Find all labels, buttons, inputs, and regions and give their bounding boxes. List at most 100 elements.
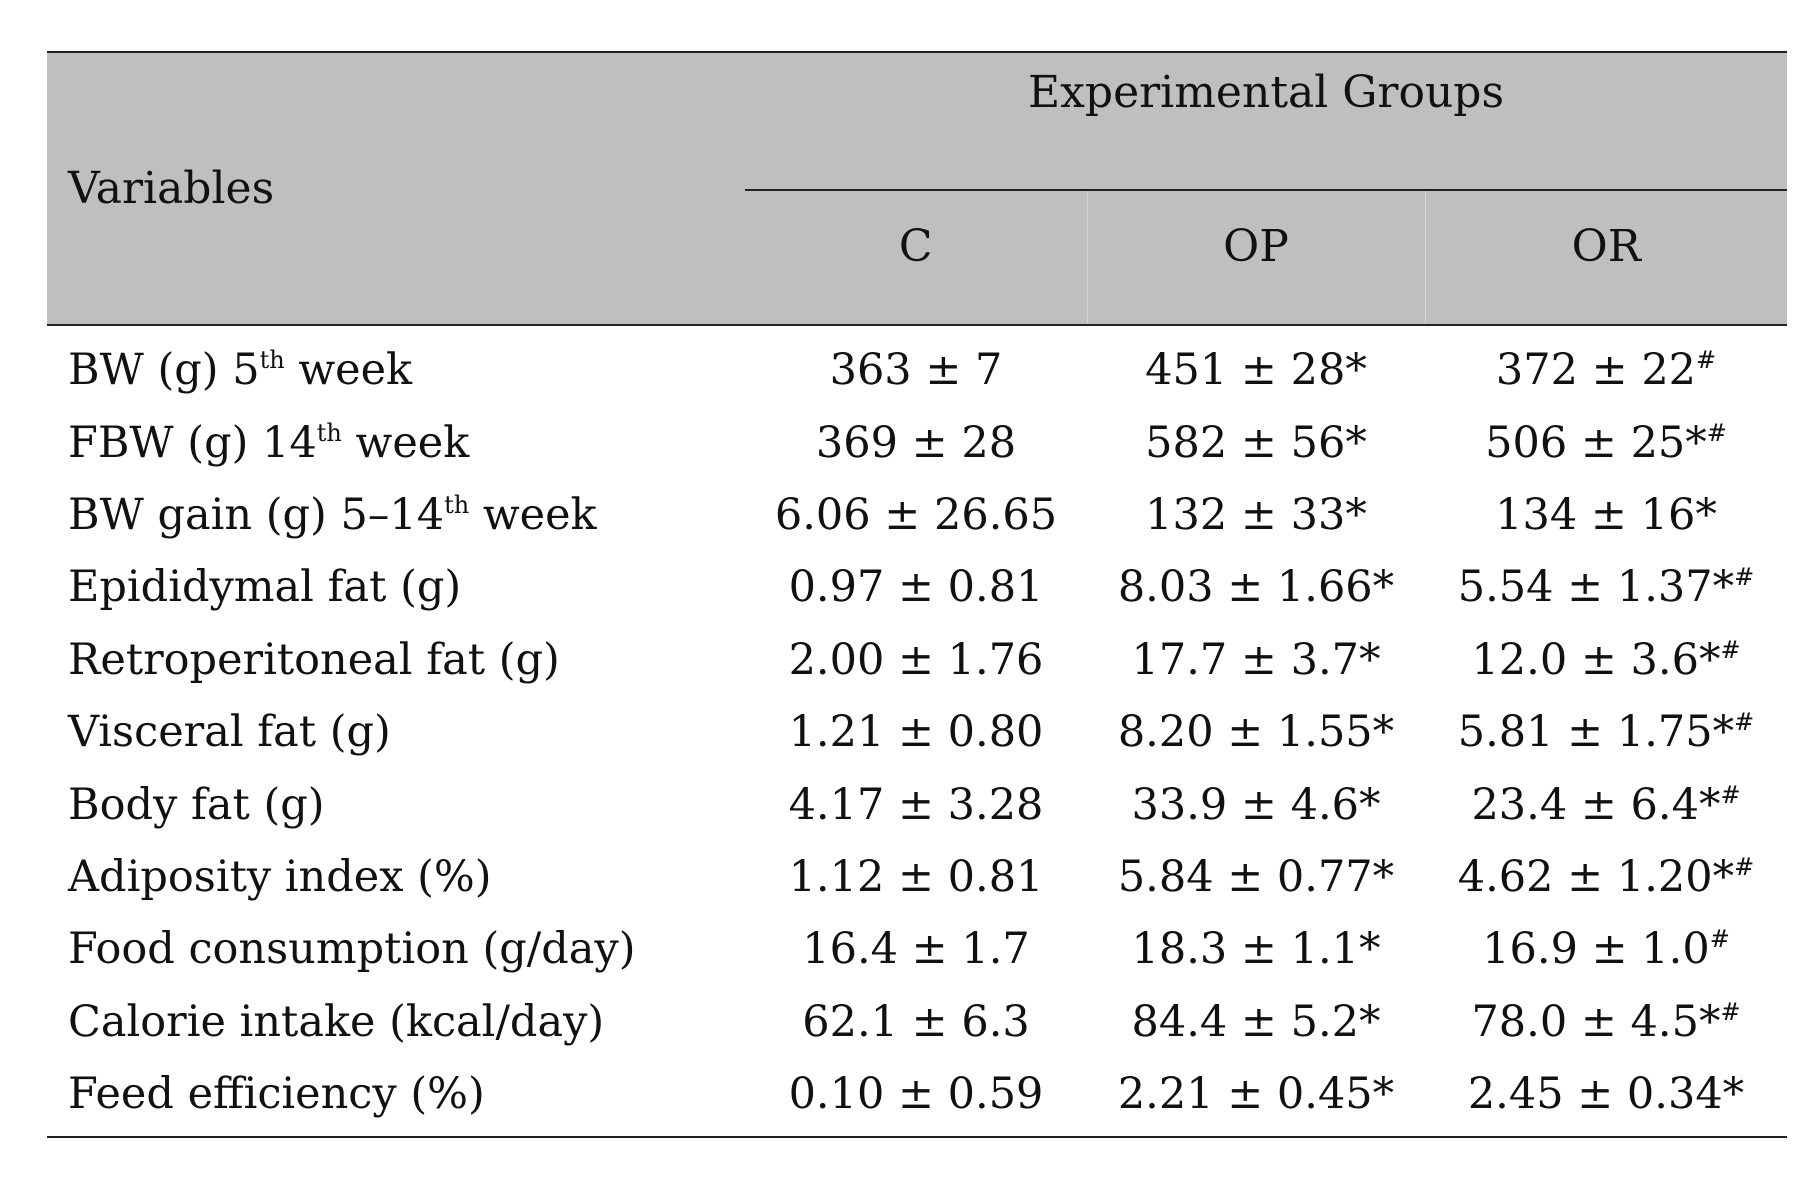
row-variable-label: Calorie intake (kcal/day) bbox=[47, 986, 745, 1058]
cell-value: 451 ± 28* bbox=[1145, 345, 1367, 396]
header-variables: Variables bbox=[47, 52, 745, 326]
cell-value: 84.4 ± 5.2* bbox=[1131, 996, 1381, 1047]
cell-group-op: 17.7 ± 3.7* bbox=[1087, 624, 1425, 696]
header-experimental-groups: Experimental Groups bbox=[745, 52, 1788, 191]
cell-group-or: 506 ± 25*# bbox=[1425, 406, 1787, 478]
experimental-groups-table: Variables Experimental Groups C OP OR BW… bbox=[47, 51, 1788, 1139]
cell-value: 582 ± 56* bbox=[1145, 417, 1367, 468]
cell-value: 506 ± 25* bbox=[1485, 417, 1707, 468]
cell-value: 2.00 ± 1.76 bbox=[788, 634, 1044, 685]
cell-value: 2.45 ± 0.34* bbox=[1467, 1069, 1745, 1120]
cell-group-c: 62.1 ± 6.3 bbox=[745, 986, 1087, 1058]
cell-group-or: 372 ± 22# bbox=[1425, 325, 1787, 406]
cell-significance-mark: # bbox=[1706, 418, 1727, 447]
table-row: Retroperitoneal fat (g) 2.00 ± 1.76 17.7 ±… bbox=[47, 624, 1787, 696]
cell-group-or: 78.0 ± 4.5*# bbox=[1425, 986, 1787, 1058]
row-label-text: BW (g) 5 bbox=[68, 345, 260, 396]
cell-value: 12.0 ± 3.6* bbox=[1471, 634, 1721, 685]
cell-value: 4.62 ± 1.20* bbox=[1457, 851, 1735, 902]
cell-group-op: 18.3 ± 1.1* bbox=[1087, 913, 1425, 985]
cell-value: 134 ± 16* bbox=[1495, 489, 1717, 540]
cell-group-c: 16.4 ± 1.7 bbox=[745, 913, 1087, 985]
cell-group-or: 5.54 ± 1.37*# bbox=[1425, 551, 1787, 623]
row-label-text: Body fat (g) bbox=[68, 779, 325, 830]
cell-value: 23.4 ± 6.4* bbox=[1471, 779, 1721, 830]
cell-value: 78.0 ± 4.5* bbox=[1471, 996, 1721, 1047]
cell-group-op: 451 ± 28* bbox=[1087, 325, 1425, 406]
cell-significance-mark: # bbox=[1734, 852, 1755, 881]
cell-value: 1.12 ± 0.81 bbox=[788, 851, 1044, 902]
cell-value: 18.3 ± 1.1* bbox=[1131, 924, 1381, 975]
table-body: BW (g) 5th week 363 ± 7 451 ± 28* 372 ± 22#… bbox=[47, 325, 1788, 1139]
cell-value: 8.03 ± 1.66* bbox=[1117, 562, 1395, 613]
table-row: FBW (g) 14th week 369 ± 28 582 ± 56* 506 ± … bbox=[47, 406, 1787, 478]
row-label-text: Calorie intake (kcal/day) bbox=[68, 996, 605, 1047]
row-variable-label: Food consumption (g/day) bbox=[47, 913, 745, 985]
cell-group-op: 5.84 ± 0.77* bbox=[1087, 841, 1425, 913]
cell-value: 4.17 ± 3.28 bbox=[788, 779, 1044, 830]
cell-significance-mark: # bbox=[1720, 635, 1741, 664]
data-table-container: Variables Experimental Groups C OP OR BW… bbox=[47, 51, 1788, 1139]
row-variable-label: Epididymal fat (g) bbox=[47, 551, 745, 623]
cell-value: 0.10 ± 0.59 bbox=[788, 1069, 1044, 1120]
table-row: Calorie intake (kcal/day) 62.1 ± 6.3 84.4 … bbox=[47, 986, 1787, 1058]
cell-value: 1.21 ± 0.80 bbox=[788, 707, 1044, 758]
row-variable-label: BW (g) 5th week bbox=[47, 325, 745, 406]
cell-value: 6.06 ± 26.65 bbox=[774, 489, 1058, 540]
cell-value: 16.4 ± 1.7 bbox=[802, 924, 1030, 975]
table-row: Epididymal fat (g) 0.97 ± 0.81 8.03 ± 1.66… bbox=[47, 551, 1787, 623]
header-group-c: C bbox=[745, 190, 1087, 326]
cell-group-or: 2.45 ± 0.34* bbox=[1425, 1057, 1788, 1139]
cell-group-c: 1.21 ± 0.80 bbox=[745, 696, 1087, 768]
cell-group-op: 84.4 ± 5.2* bbox=[1087, 986, 1425, 1058]
cell-value: 0.97 ± 0.81 bbox=[788, 562, 1044, 613]
header-group-or: OR bbox=[1424, 190, 1788, 326]
row-variable-label: Adiposity index (%) bbox=[47, 841, 745, 913]
row-label-text: Epididymal fat (g) bbox=[68, 562, 462, 613]
row-label-text: Food consumption (g/day) bbox=[68, 924, 636, 975]
row-label-suffix: week bbox=[469, 489, 597, 540]
cell-group-c: 363 ± 7 bbox=[745, 325, 1087, 406]
cell-value: 8.20 ± 1.55* bbox=[1117, 707, 1395, 758]
row-variable-label: Retroperitoneal fat (g) bbox=[47, 624, 745, 696]
row-label-text: BW gain (g) 5–14 bbox=[68, 489, 445, 540]
table-row: BW (g) 5th week 363 ± 7 451 ± 28* 372 ± 22# bbox=[47, 325, 1787, 406]
cell-significance-mark: # bbox=[1720, 780, 1741, 809]
cell-group-op: 2.21 ± 0.45* bbox=[1087, 1057, 1425, 1139]
cell-value: 132 ± 33* bbox=[1145, 489, 1367, 540]
table-row: Feed efficiency (%) 0.10 ± 0.59 2.21 ± 0.4… bbox=[47, 1057, 1788, 1139]
cell-group-c: 2.00 ± 1.76 bbox=[745, 624, 1087, 696]
cell-value: 16.9 ± 1.0 bbox=[1482, 924, 1710, 975]
row-variable-label: Body fat (g) bbox=[47, 768, 745, 840]
cell-group-c: 4.17 ± 3.28 bbox=[745, 768, 1087, 840]
row-label-suffix: week bbox=[284, 345, 413, 396]
row-label-superscript: th bbox=[444, 490, 470, 519]
cell-significance-mark: # bbox=[1734, 563, 1755, 592]
cell-group-op: 8.20 ± 1.55* bbox=[1087, 696, 1425, 768]
cell-value: 17.7 ± 3.7* bbox=[1131, 634, 1381, 685]
cell-group-c: 1.12 ± 0.81 bbox=[745, 841, 1087, 913]
cell-group-c: 0.10 ± 0.59 bbox=[745, 1057, 1087, 1139]
cell-significance-mark: # bbox=[1696, 346, 1717, 375]
cell-value: 369 ± 28 bbox=[815, 417, 1017, 468]
cell-group-op: 8.03 ± 1.66* bbox=[1087, 551, 1425, 623]
cell-value: 33.9 ± 4.6* bbox=[1131, 779, 1381, 830]
cell-significance-mark: # bbox=[1709, 925, 1730, 954]
table-row: Body fat (g) 4.17 ± 3.28 33.9 ± 4.6* 23.4 ±… bbox=[47, 768, 1787, 840]
cell-group-or: 4.62 ± 1.20*# bbox=[1425, 841, 1787, 913]
cell-group-c: 6.06 ± 26.65 bbox=[745, 479, 1087, 551]
row-variable-label: Visceral fat (g) bbox=[47, 696, 745, 768]
row-label-superscript: th bbox=[259, 346, 285, 375]
row-label-text: Retroperitoneal fat (g) bbox=[68, 634, 560, 685]
row-label-text: Visceral fat (g) bbox=[68, 707, 391, 758]
cell-value: 2.21 ± 0.45* bbox=[1117, 1069, 1395, 1120]
row-label-superscript: th bbox=[316, 418, 342, 447]
cell-group-op: 582 ± 56* bbox=[1087, 406, 1425, 478]
header-group-op: OP bbox=[1086, 190, 1425, 326]
row-label-text: Adiposity index (%) bbox=[68, 851, 492, 902]
row-variable-label: BW gain (g) 5–14th week bbox=[47, 479, 745, 551]
cell-significance-mark: # bbox=[1720, 997, 1741, 1026]
row-variable-label: FBW (g) 14th week bbox=[47, 406, 745, 478]
cell-group-c: 0.97 ± 0.81 bbox=[745, 551, 1087, 623]
cell-significance-mark: # bbox=[1734, 708, 1755, 737]
